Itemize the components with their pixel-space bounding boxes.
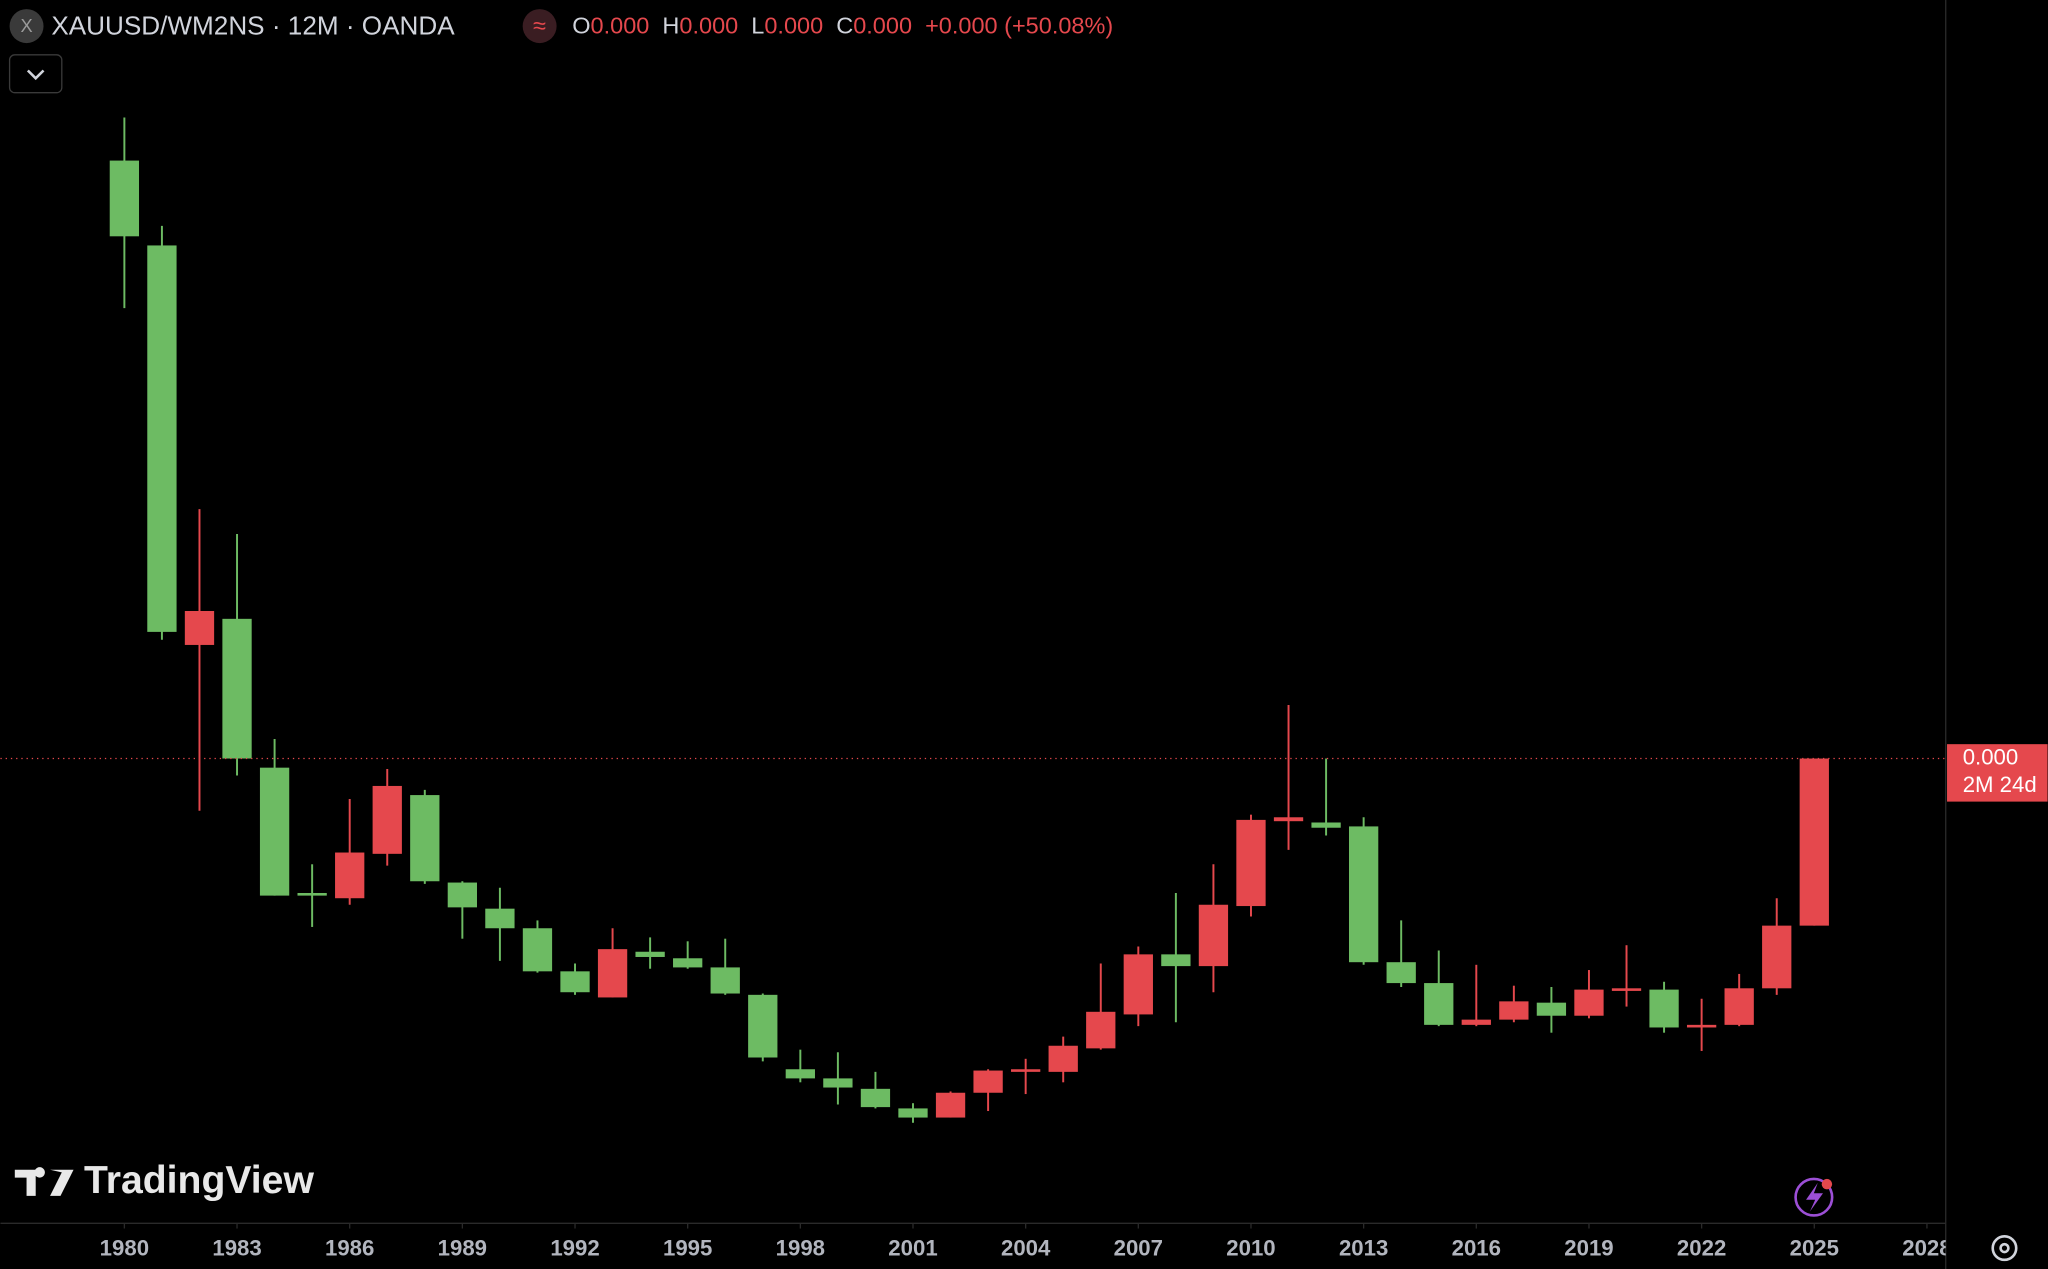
svg-text:X: X (20, 15, 32, 36)
candle-body (1386, 962, 1416, 984)
collapse-button[interactable] (8, 54, 63, 94)
ohlc-values: O0.000 H0.000 L0.000 C0.000 +0.000 (+50.08%) (572, 13, 1113, 39)
legend-bar: X XAUUSD/WM2NS · 12M · OANDA ≈ O0.000 H0.… (8, 9, 1113, 94)
ohlc-value: 0.000 (853, 13, 912, 39)
candle-body (935, 1092, 966, 1118)
candle-body (1461, 1019, 1491, 1025)
candle-body (1574, 989, 1604, 1016)
candle-body (597, 949, 628, 998)
price-tag-value: 0.000 (1963, 744, 2019, 769)
candle-body (1198, 904, 1229, 967)
candle-body (860, 1088, 891, 1108)
time-axis: 1980 1983 1986 1989 1992 1995 1998 2001 2004 2007… (100, 1223, 1951, 1260)
candle-body (335, 852, 365, 899)
x-tick-label: 1998 (776, 1235, 825, 1260)
x-tick-label: 1992 (550, 1235, 599, 1260)
ohlc-key: L (751, 13, 764, 39)
price-tag-box (1947, 744, 2048, 802)
x-tick-label: 2010 (1226, 1235, 1275, 1260)
candle-body (372, 785, 402, 854)
x-tick-label: 2016 (1452, 1235, 1501, 1260)
branding: TradingView (14, 1159, 314, 1202)
candle-body (748, 994, 778, 1058)
candle-body (635, 951, 665, 957)
x-tick-label: 2022 (1677, 1235, 1726, 1260)
candle-body (1499, 1001, 1529, 1020)
candle-body (1348, 826, 1379, 963)
plot-area (0, 117, 1946, 1123)
x-tick-label: 1989 (438, 1235, 487, 1260)
candle-body (1799, 758, 1829, 926)
x-tick-label: 2025 (1790, 1235, 1839, 1260)
x-tick-label: 2004 (1001, 1235, 1051, 1260)
candle-body (785, 1069, 815, 1079)
candle-body (1611, 988, 1642, 991)
candle-body (673, 958, 703, 968)
candle-body (1086, 1011, 1116, 1049)
price-tag: 0.000 2M 24d (1947, 744, 2048, 802)
x-tick-label: 2013 (1339, 1235, 1388, 1260)
price-tag-countdown: 2M 24d (1963, 772, 2037, 797)
candle-body (1686, 1024, 1717, 1028)
change-value: +0.000 (+50.08%) (925, 13, 1113, 39)
candle-body (560, 971, 590, 993)
ohlc-key: O (572, 13, 590, 39)
remove-symbol-button[interactable]: X (9, 9, 44, 44)
ohlc-value: 0.000 (679, 13, 738, 39)
x-tick-label: 1986 (325, 1235, 374, 1260)
candle-body (1311, 822, 1341, 828)
ohlc-value: 0.000 (591, 13, 650, 39)
candle-body (1048, 1045, 1078, 1072)
alerts-icon[interactable] (1794, 1177, 1834, 1217)
candle-body (1273, 817, 1304, 822)
candle-body (1161, 954, 1191, 967)
svg-text:≈: ≈ (533, 13, 546, 39)
x-tick-label: 2028 (1902, 1235, 1951, 1260)
x-tick-label: 1995 (663, 1235, 712, 1260)
x-tick-label: 1983 (212, 1235, 261, 1260)
candle-body (297, 893, 327, 896)
brand-name: TradingView (84, 1159, 314, 1202)
candle-body (1011, 1069, 1041, 1072)
x-tick-label: 1980 (100, 1235, 149, 1260)
candle-body (259, 767, 290, 896)
candle-body (147, 245, 177, 632)
candle-body (109, 160, 140, 237)
symbol-title: XAUUSD/WM2NS · 12M · OANDA (51, 10, 455, 40)
candle-body (1536, 1002, 1567, 1016)
x-tick-label: 2019 (1564, 1235, 1613, 1260)
candle-body (447, 882, 477, 908)
candle-body (1236, 819, 1266, 907)
candle-body (1424, 983, 1454, 1025)
settings-button[interactable] (1991, 1235, 2018, 1262)
candle-body (222, 618, 252, 759)
candle-body (410, 795, 440, 882)
x-tick-label: 2007 (1114, 1235, 1163, 1260)
ohlc-value: 0.000 (764, 13, 823, 39)
candle-body (1762, 925, 1792, 989)
candle-body (823, 1078, 853, 1088)
candle-body (1123, 954, 1153, 1015)
x-tick-label: 2001 (888, 1235, 937, 1260)
indicator-icon[interactable]: ≈ (522, 9, 557, 44)
ohlc-key: C (836, 13, 853, 39)
candle-body (1724, 988, 1754, 1025)
candle-body (522, 928, 553, 972)
candle-body (710, 967, 740, 994)
ohlc-key: H (662, 13, 679, 39)
candle-body (1649, 989, 1679, 1028)
candle-body (898, 1108, 928, 1118)
candle-body (973, 1070, 1003, 1093)
candle-body (184, 611, 215, 645)
candle-body (485, 908, 515, 929)
